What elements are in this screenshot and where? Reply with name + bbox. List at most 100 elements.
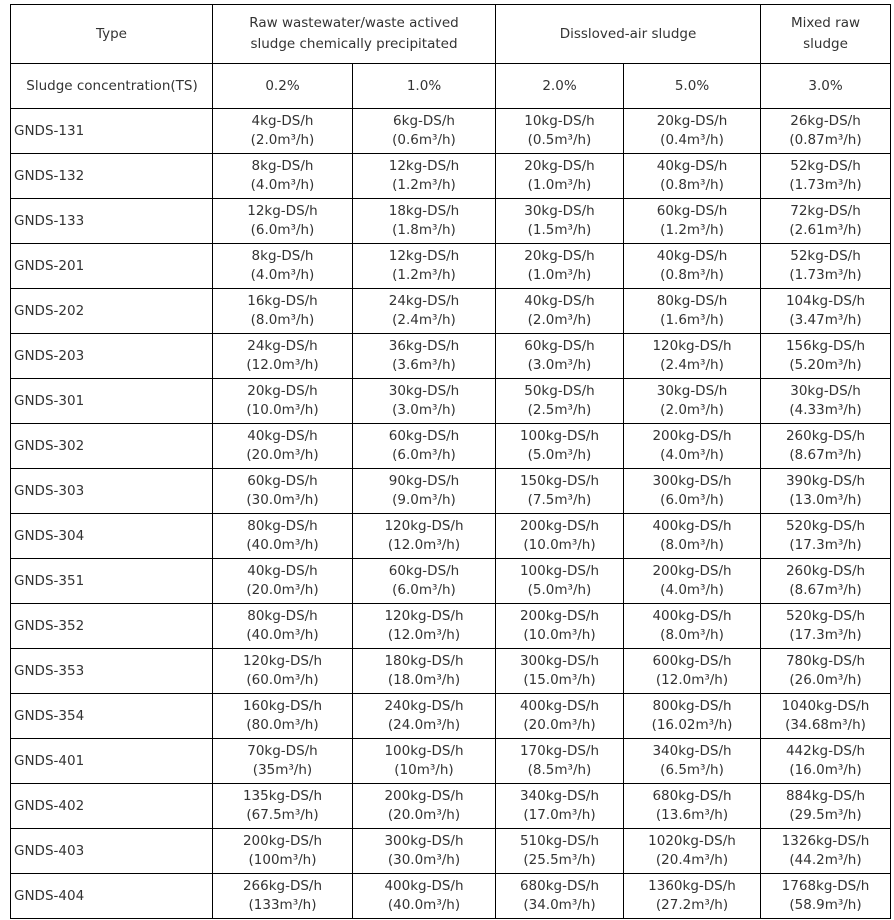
capacity-cell: 20kg-DS/h (10.0m³/h)	[212, 378, 353, 424]
flow-rate-value: (1.0m³/h)	[527, 267, 592, 283]
flow-rate-value: (6.5m³/h)	[660, 762, 724, 778]
flow-rate-value: (35m³/h)	[252, 762, 313, 778]
solids-rate-value: 400kg-DS/h	[652, 517, 732, 534]
capacity-cell: 60kg-DS/h (6.0m³/h)	[352, 558, 496, 604]
solids-rate-value: 180kg-DS/h	[384, 652, 464, 669]
table-row: GNDS-132 8kg-DS/h (4.0m³/h) 12kg-DS/h (1.2m³…	[10, 153, 892, 199]
flow-rate-value: (3.47m³/h)	[789, 312, 862, 328]
flow-rate-value: (8.5m³/h)	[527, 762, 592, 778]
flow-rate-value: (6.0m³/h)	[250, 222, 315, 238]
solids-rate-value: 40kg-DS/h	[524, 292, 595, 309]
flow-rate-value: (25.5m³/h)	[523, 852, 596, 868]
capacity-cell: 24kg-DS/h (12.0m³/h)	[212, 333, 353, 379]
flow-rate-value: (26.0m³/h)	[789, 672, 862, 688]
group-header-raw-wastewater: Raw wastewater/waste actived sludge chem…	[212, 4, 496, 64]
flow-rate-value: (10.0m³/h)	[523, 537, 596, 553]
capacity-cell: 100kg-DS/h (5.0m³/h)	[495, 423, 624, 469]
flow-rate-value: (12.0m³/h)	[655, 672, 729, 688]
solids-rate-value: 300kg-DS/h	[519, 652, 600, 669]
solids-rate-value: 120kg-DS/h	[384, 607, 464, 624]
concentration-value: 3.0%	[760, 63, 892, 109]
capacity-cell: 400kg-DS/h (20.0m³/h)	[495, 693, 624, 739]
capacity-cell: 400kg-DS/h (8.0m³/h)	[622, 513, 762, 559]
capacity-cell: 266kg-DS/h (133m³/h)	[212, 873, 353, 919]
table-row: GNDS-202 16kg-DS/h (8.0m³/h) 24kg-DS/h (2.4m…	[10, 288, 892, 334]
model-label: GNDS-133	[10, 198, 213, 244]
capacity-cell: 20kg-DS/h (1.0m³/h)	[495, 243, 624, 289]
model-label: GNDS-352	[10, 603, 213, 649]
capacity-cell: 260kg-DS/h (8.67m³/h)	[760, 423, 892, 469]
flow-rate-value: (10.0m³/h)	[523, 627, 596, 643]
solids-rate-value: 780kg-DS/h	[785, 652, 866, 669]
capacity-cell: 680kg-DS/h (13.6m³/h)	[622, 783, 762, 829]
capacity-cell: 80kg-DS/h (40.0m³/h)	[212, 603, 353, 649]
capacity-cell: 1360kg-DS/h (27.2m³/h)	[622, 873, 762, 919]
flow-rate-value: (1.5m³/h)	[527, 222, 592, 238]
solids-rate-value: 104kg-DS/h	[785, 292, 866, 309]
solids-rate-value: 36kg-DS/h	[388, 337, 460, 354]
solids-rate-value: 1360kg-DS/h	[648, 877, 736, 894]
solids-rate-value: 1040kg-DS/h	[781, 697, 870, 714]
table-row: GNDS-302 40kg-DS/h (20.0m³/h) 60kg-DS/h (6.0…	[10, 423, 892, 469]
flow-rate-value: (16.0m³/h)	[789, 762, 862, 778]
flow-rate-value: (8.67m³/h)	[789, 447, 862, 463]
model-label: GNDS-202	[10, 288, 213, 334]
group-header-mixed-raw-sludge: Mixed raw sludge	[760, 4, 892, 64]
flow-rate-value: (2.0m³/h)	[250, 132, 315, 148]
capacity-cell: 200kg-DS/h (100m³/h)	[212, 828, 353, 874]
capacity-cell: 24kg-DS/h (2.4m³/h)	[352, 288, 496, 334]
capacity-cell: 12kg-DS/h (6.0m³/h)	[212, 198, 353, 244]
flow-rate-value: (80.0m³/h)	[246, 717, 319, 733]
solids-rate-value: 12kg-DS/h	[388, 247, 460, 264]
sludge-capacity-table: Type Raw wastewater/waste actived sludge…	[10, 4, 892, 919]
flow-rate-value: (2.5m³/h)	[527, 402, 592, 418]
solids-rate-value: 135kg-DS/h	[242, 787, 323, 804]
solids-rate-value: 884kg-DS/h	[785, 787, 866, 804]
capacity-cell: 390kg-DS/h (13.0m³/h)	[760, 468, 892, 514]
solids-rate-value: 240kg-DS/h	[384, 697, 464, 714]
concentration-row: Sludge concentration(TS) 0.2% 1.0% 2.0% …	[10, 63, 892, 109]
capacity-cell: 1326kg-DS/h (44.2m³/h)	[760, 828, 892, 874]
capacity-cell: 30kg-DS/h (4.33m³/h)	[760, 378, 892, 424]
capacity-cell: 200kg-DS/h (10.0m³/h)	[495, 513, 624, 559]
capacity-cell: 340kg-DS/h (17.0m³/h)	[495, 783, 624, 829]
flow-rate-value: (10.0m³/h)	[246, 402, 319, 418]
capacity-cell: 510kg-DS/h (25.5m³/h)	[495, 828, 624, 874]
table-row: GNDS-404 266kg-DS/h (133m³/h) 400kg-DS/h (40…	[10, 873, 892, 919]
capacity-cell: 160kg-DS/h (80.0m³/h)	[212, 693, 353, 739]
flow-rate-value: (2.0m³/h)	[660, 402, 724, 418]
capacity-cell: 100kg-DS/h (10m³/h)	[352, 738, 496, 784]
flow-rate-value: (12.0m³/h)	[246, 357, 319, 373]
capacity-cell: 1020kg-DS/h (20.4m³/h)	[622, 828, 762, 874]
table-row: GNDS-403 200kg-DS/h (100m³/h) 300kg-DS/h (30…	[10, 828, 892, 874]
capacity-cell: 600kg-DS/h (12.0m³/h)	[622, 648, 762, 694]
capacity-cell: 120kg-DS/h (12.0m³/h)	[352, 603, 496, 649]
flow-rate-value: (8.67m³/h)	[789, 582, 862, 598]
solids-rate-value: 80kg-DS/h	[656, 292, 728, 309]
solids-rate-value: 40kg-DS/h	[656, 157, 728, 174]
capacity-cell: 300kg-DS/h (6.0m³/h)	[622, 468, 762, 514]
capacity-cell: 1040kg-DS/h (34.68m³/h)	[760, 693, 892, 739]
solids-rate-value: 4kg-DS/h	[251, 112, 314, 129]
solids-rate-value: 170kg-DS/h	[519, 742, 600, 759]
model-label: GNDS-131	[10, 108, 213, 154]
model-label: GNDS-403	[10, 828, 213, 874]
capacity-cell: 40kg-DS/h (20.0m³/h)	[212, 423, 353, 469]
flow-rate-value: (5.20m³/h)	[789, 357, 862, 373]
solids-rate-value: 80kg-DS/h	[247, 607, 318, 624]
solids-rate-value: 160kg-DS/h	[242, 697, 323, 714]
concentration-value: 2.0%	[495, 63, 624, 109]
capacity-cell: 36kg-DS/h (3.6m³/h)	[352, 333, 496, 379]
model-label: GNDS-203	[10, 333, 213, 379]
capacity-cell: 200kg-DS/h (4.0m³/h)	[622, 423, 762, 469]
capacity-cell: 60kg-DS/h (30.0m³/h)	[212, 468, 353, 514]
flow-rate-value: (9.0m³/h)	[392, 492, 456, 508]
solids-rate-value: 400kg-DS/h	[384, 877, 464, 894]
solids-rate-value: 800kg-DS/h	[652, 697, 732, 714]
flow-rate-value: (6.0m³/h)	[392, 447, 456, 463]
model-label: GNDS-302	[10, 423, 213, 469]
solids-rate-value: 50kg-DS/h	[524, 382, 595, 399]
flow-rate-value: (20.4m³/h)	[655, 852, 729, 868]
capacity-cell: 20kg-DS/h (0.4m³/h)	[622, 108, 762, 154]
flow-rate-value: (6.0m³/h)	[660, 492, 724, 508]
